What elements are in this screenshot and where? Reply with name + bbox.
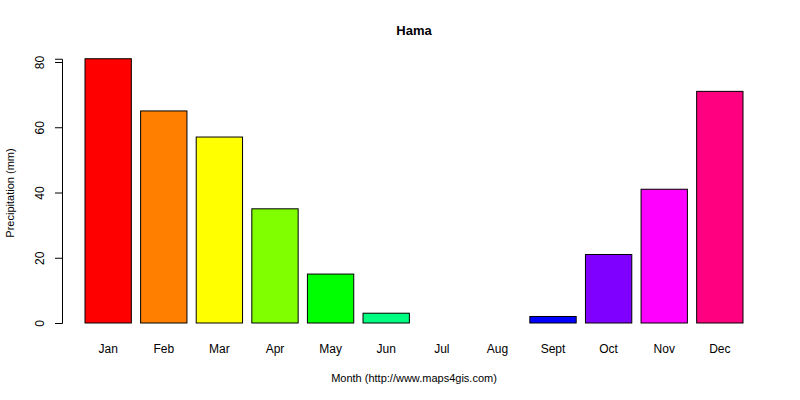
y-tick-mark [55, 127, 62, 128]
y-axis: 0 20 40 60 80 [33, 56, 63, 327]
y-tick: 0 [33, 320, 62, 327]
y-tick: 40 [33, 186, 62, 200]
x-tick-label: Nov [654, 342, 675, 356]
bar [641, 189, 687, 323]
y-tick: 60 [33, 121, 62, 135]
bars [85, 59, 743, 323]
bar [252, 209, 298, 323]
x-tick-label: Jun [377, 342, 396, 356]
y-axis-line [55, 59, 63, 323]
x-tick-label: Aug [487, 342, 508, 356]
chart: Hama Month (http://www.maps4gis.com) Preci… [0, 0, 800, 400]
bar [419, 323, 465, 324]
bar [363, 313, 409, 323]
x-tick-label: May [319, 342, 342, 356]
x-tick-label: Sept [541, 342, 566, 356]
x-tick-label: Jul [434, 342, 449, 356]
x-tick-label: Oct [599, 342, 618, 356]
x-tick-label: Apr [266, 342, 285, 356]
y-tick-label: 0 [33, 320, 47, 327]
y-tick-label: 80 [33, 56, 47, 70]
x-tick-label: Jan [98, 342, 117, 356]
x-tick-label: Feb [153, 342, 174, 356]
bar [85, 59, 131, 323]
bar [697, 91, 743, 323]
y-tick-mark [55, 193, 62, 194]
y-tick-mark [55, 62, 62, 63]
y-tick-label: 20 [33, 251, 47, 265]
bar [530, 316, 576, 323]
x-axis-title: Month (http://www.maps4gis.com) [331, 372, 497, 384]
y-axis-title: Precipitation (mm) [4, 148, 16, 237]
x-tick-label: Dec [709, 342, 730, 356]
bar [585, 254, 631, 323]
title: Hama [396, 23, 432, 38]
bar [141, 111, 187, 323]
y-tick: 80 [33, 56, 62, 70]
bar [307, 274, 353, 323]
y-tick-mark [55, 258, 62, 259]
y-tick-label: 60 [33, 121, 47, 135]
y-tick-label: 40 [33, 186, 47, 200]
bar [196, 137, 242, 323]
x-tick-label: Mar [209, 342, 230, 356]
bar [474, 323, 520, 324]
y-tick-mark [55, 323, 62, 324]
y-tick: 20 [33, 251, 62, 265]
x-axis: Jan Feb Mar Apr May Jun Jul Aug Sept Oct Nov Dec [98, 342, 730, 356]
